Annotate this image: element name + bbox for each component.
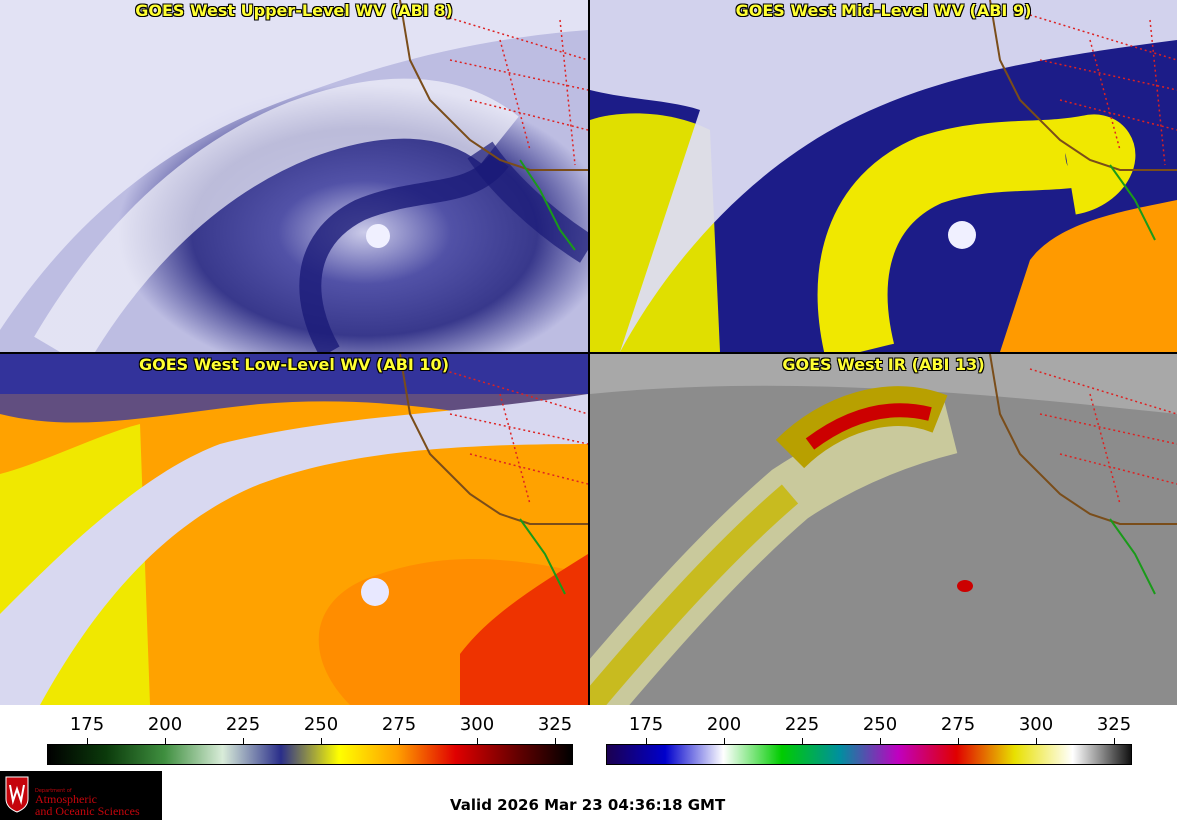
colorbar-tick-label: 200 [147,714,183,735]
valid-time: Valid 2026 Mar 23 04:36:18 GMT [450,796,726,814]
colorbar-tick-label: 275 [940,714,976,735]
panel-title: GOES West IR (ABI 13) [782,355,985,374]
colorbar-tick-mark [243,738,244,744]
colorbar-tick-label: 200 [706,714,742,735]
colorbar-ir [606,744,1132,765]
colorbar-wv [47,744,573,765]
panel-mid-level-wv: GOES West Mid-Level WV (ABI 9) [590,0,1177,352]
colorbar-tick-label: 300 [459,714,495,735]
panel-title: GOES West Upper-Level WV (ABI 8) [135,1,453,20]
mid-level-wv-image [590,0,1177,352]
colorbar-tick-mark [802,738,803,744]
colorbar-tick-mark [477,738,478,744]
colorbar-tick-label: 225 [784,714,820,735]
colorbar-tick-label: 225 [225,714,261,735]
colorbar-tick-mark [646,738,647,744]
logo-dept-text: Department of [35,788,72,794]
colorbar-tick-mark [1114,738,1115,744]
colorbar-tick-label: 175 [69,714,105,735]
colorbar-tick-mark [958,738,959,744]
logo-line-1: Atmospheric [35,792,97,806]
colorbar-tick-mark [321,738,322,744]
colorbar-tick-mark [165,738,166,744]
panel-divider-horizontal [0,352,1177,354]
panel-upper-level-wv: GOES West Upper-Level WV (ABI 8) [0,0,588,352]
colorbar-tick-mark [724,738,725,744]
colorbar-tick-mark [880,738,881,744]
ir-image [590,354,1177,705]
panel-title: GOES West Low-Level WV (ABI 10) [138,355,449,374]
colorbar-tick-label: 175 [628,714,664,735]
uw-aos-logo: Department of Atmospheric and Oceanic Sc… [0,771,162,820]
panel-title: GOES West Mid-Level WV (ABI 9) [735,1,1032,20]
colorbar-tick-label: 325 [537,714,573,735]
upper-level-wv-image [0,0,588,352]
panel-ir: GOES West IR (ABI 13) [590,354,1177,705]
colorbar-tick-mark [87,738,88,744]
colorbar-tick-label: 325 [1096,714,1132,735]
uw-crest-icon [5,776,29,813]
logo-line-2: and Oceanic Sciences [35,804,140,818]
low-level-wv-image [0,354,588,705]
colorbar-tick-mark [555,738,556,744]
colorbar-tick-mark [1036,738,1037,744]
colorbar-tick-label: 250 [303,714,339,735]
colorbar-tick-label: 250 [862,714,898,735]
colorbar-tick-label: 300 [1018,714,1054,735]
colorbar-tick-mark [399,738,400,744]
colorbar-tick-label: 275 [381,714,417,735]
panel-low-level-wv: GOES West Low-Level WV (ABI 10) [0,354,588,705]
